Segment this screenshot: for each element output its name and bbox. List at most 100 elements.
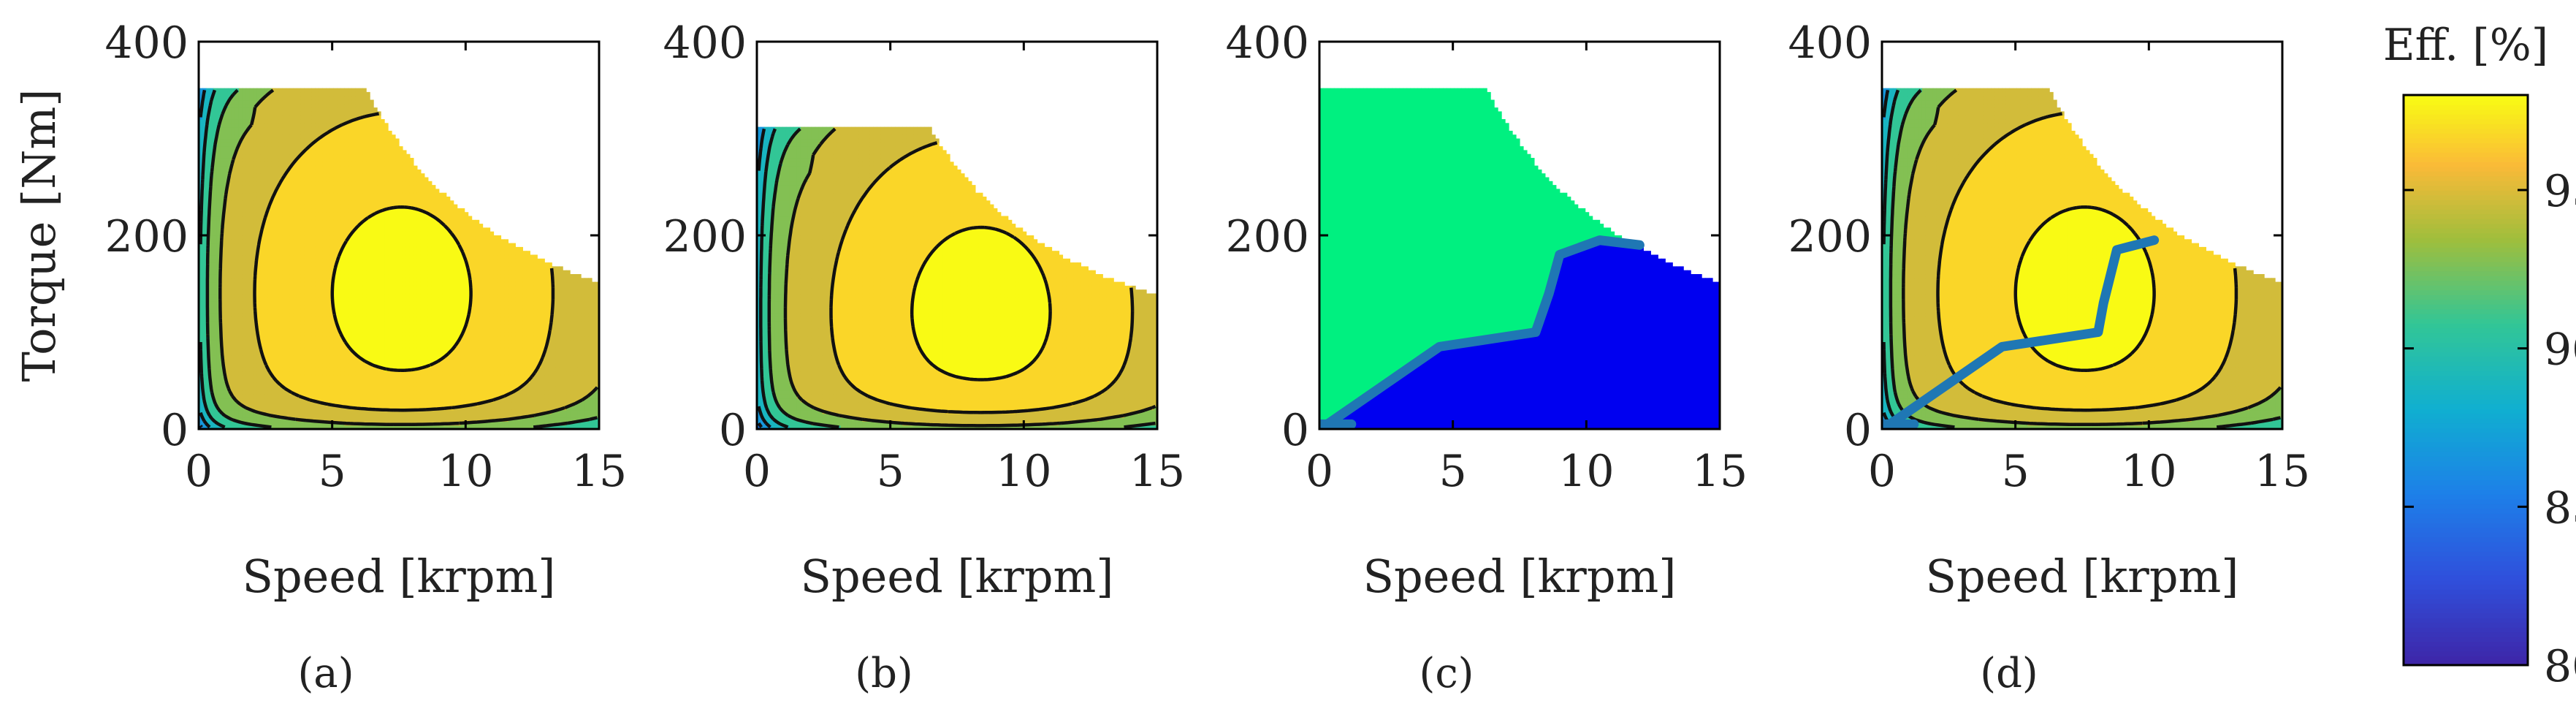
colorbar-cell (2404, 637, 2528, 642)
plot-area-d (1882, 88, 2282, 429)
colorbar: 80 85 90 95 Eff. [%] (2383, 20, 2576, 692)
colorbar-cell (2404, 428, 2528, 433)
colorbar-cell (2404, 437, 2528, 443)
y-tick-label: 0 (1281, 405, 1309, 456)
colorbar-cell (2404, 280, 2528, 286)
colorbar-cell (2404, 622, 2528, 628)
panel-label: (c) (1419, 650, 1474, 697)
colorbar-cell (2404, 143, 2528, 148)
contour-96 (1936, 112, 2238, 412)
colorbar-cell (2404, 242, 2528, 248)
colorbar-cell (2404, 394, 2528, 400)
panel-d: 0 5 10 15 0 200 400 Speed [krpm] (d) (1788, 18, 2310, 697)
x-tick-label: 0 (1868, 446, 1896, 497)
colorbar-cell (2404, 631, 2528, 637)
x-tick-label: 15 (1692, 446, 1748, 497)
x-axis-label: Speed [krpm] (1363, 550, 1676, 603)
x-tick-label: 0 (1306, 446, 1333, 497)
colorbar-cell (2404, 337, 2528, 343)
y-tick-label: 200 (663, 211, 747, 262)
y-tick-label: 200 (1788, 211, 1872, 262)
colorbar-cell (2404, 162, 2528, 167)
y-tick-label: 0 (1844, 405, 1872, 456)
colorbar-cell (2404, 200, 2528, 205)
contour-97.5 (910, 225, 1052, 382)
colorbar-tick-label: 80 (2544, 641, 2576, 692)
colorbar-cell (2404, 276, 2528, 281)
contour-94 (218, 88, 599, 427)
colorbar-cell (2404, 589, 2528, 595)
colorbar-cell (2404, 105, 2528, 110)
colorbar-cell (2404, 527, 2528, 533)
colorbar-cell (2404, 475, 2528, 481)
plot-area-b (757, 126, 1157, 429)
colorbar-cell (2404, 508, 2528, 514)
colorbar-cell (2404, 580, 2528, 585)
x-tick-label: 10 (996, 446, 1051, 497)
colorbar-frame (2402, 94, 2529, 667)
colorbar-cell (2404, 166, 2528, 172)
x-tick-label: 10 (1558, 446, 1614, 497)
x-tick-label: 15 (571, 446, 627, 497)
x-tick-label: 15 (1129, 446, 1185, 497)
colorbar-cell (2404, 99, 2528, 105)
x-tick-label: 5 (319, 446, 346, 497)
contour-86 (757, 422, 763, 428)
colorbar-cell (2404, 251, 2528, 257)
contour-94 (1902, 88, 2282, 427)
x-tick-label: 10 (438, 446, 493, 497)
colorbar-cell (2404, 513, 2528, 519)
colorbar-tick-label: 85 (2544, 482, 2576, 534)
x-tick-label: 5 (877, 446, 904, 497)
colorbar-cell (2404, 536, 2528, 542)
colorbar-cell (2404, 247, 2528, 253)
colorbar-cell (2404, 156, 2528, 162)
colorbar-cell (2404, 128, 2528, 134)
colorbar-cell (2404, 551, 2528, 557)
colorbar-cell (2404, 561, 2528, 566)
panel-label: (a) (297, 650, 354, 697)
colorbar-cell (2404, 555, 2528, 561)
colorbar-cell (2404, 213, 2528, 219)
colorbar-cell (2404, 646, 2528, 652)
y-tick-label: 0 (161, 405, 188, 456)
x-axis-label: Speed [krpm] (242, 550, 555, 603)
colorbar-cell (2404, 399, 2528, 405)
colorbar-cell (2404, 656, 2528, 661)
y-tick-label: 400 (104, 18, 188, 69)
y-tick-label: 400 (1788, 18, 1872, 69)
efficiency-cells (757, 126, 1157, 429)
colorbar-cell (2404, 466, 2528, 471)
colorbar-cell (2404, 289, 2528, 295)
colorbar-cell (2404, 603, 2528, 609)
colorbar-title: Eff. [%] (2383, 20, 2548, 71)
colorbar-cell (2404, 570, 2528, 576)
colorbar-cell (2404, 409, 2528, 414)
colorbar-cell (2404, 504, 2528, 509)
colorbar-cell (2404, 318, 2528, 324)
operating-line (1882, 235, 2160, 429)
y-tick-label: 400 (663, 18, 747, 69)
colorbar-cell (2404, 137, 2528, 143)
colorbar-cell (2404, 352, 2528, 357)
colorbar-cell (2404, 133, 2528, 139)
contour-97.5 (2013, 205, 2156, 373)
colorbar-cell (2404, 333, 2528, 338)
x-tick-label: 0 (743, 446, 771, 497)
contour-92 (1889, 88, 2281, 429)
colorbar-cell (2404, 285, 2528, 291)
colorbar-cell (2404, 295, 2528, 300)
colorbar-cell (2404, 650, 2528, 656)
contour-90 (759, 128, 789, 429)
colorbar-cell (2404, 314, 2528, 319)
colorbar-cell (2404, 118, 2528, 124)
colorbar-cell (2404, 447, 2528, 452)
colorbar-cell (2404, 517, 2528, 523)
colorbar-cell (2404, 479, 2528, 485)
y-axis-label: Torque [Nm] (12, 89, 66, 382)
colorbar-cell (2404, 532, 2528, 538)
colorbar-cell (2404, 257, 2528, 262)
contour-88 (199, 89, 211, 429)
colorbar-tick-label: 90 (2544, 325, 2576, 376)
colorbar-cell (2404, 342, 2528, 348)
